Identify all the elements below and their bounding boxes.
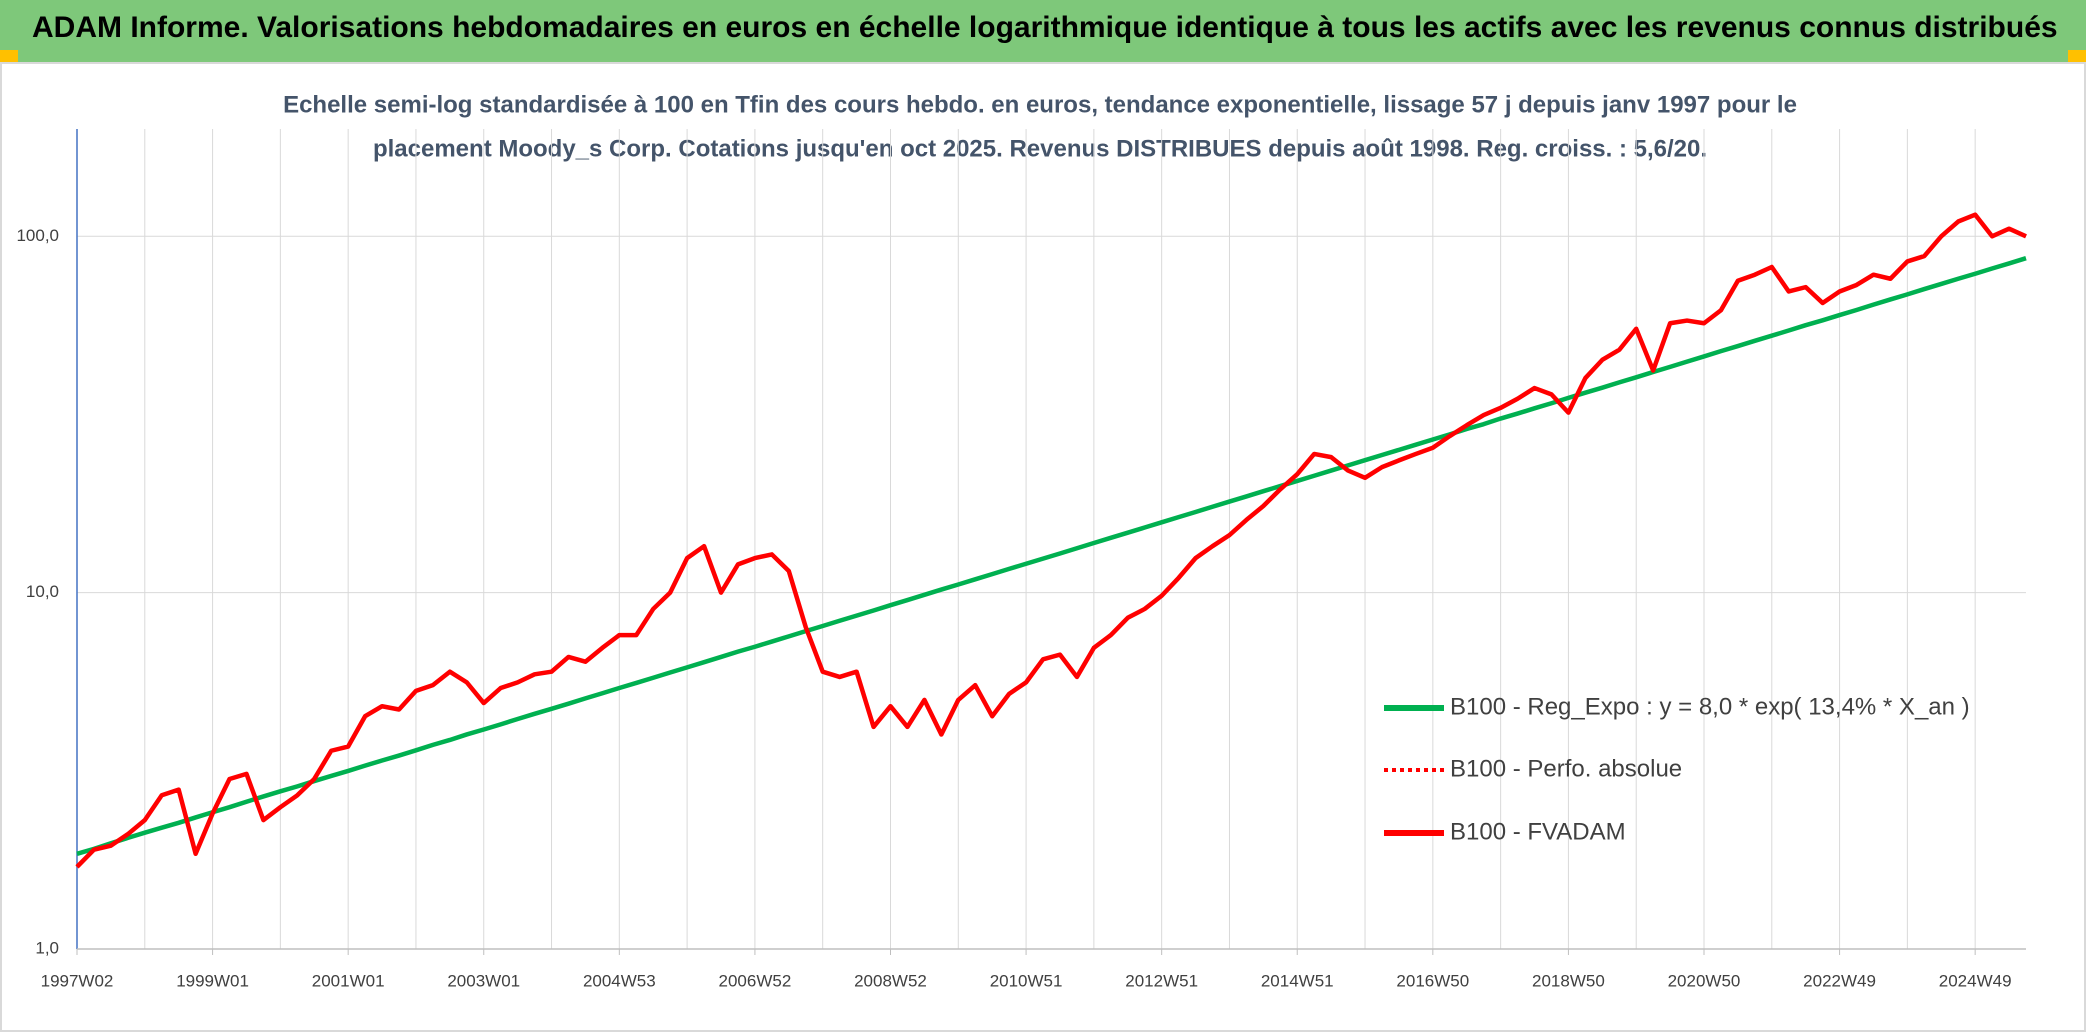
legend-label: B100 - Perfo. absolue xyxy=(1450,755,1682,782)
x-tick-label: 2020W50 xyxy=(1668,971,1741,990)
corner xyxy=(0,50,18,62)
corner xyxy=(2068,50,2086,62)
y-tick-label: 10,0 xyxy=(26,582,59,601)
x-tick-label: 2024W49 xyxy=(1939,971,2012,990)
chart-title: ADAM Informe. Valorisations hebdomadaire… xyxy=(32,11,2058,44)
subtitle: placement Moody_s Corp. Cotations jusqu'… xyxy=(373,135,1707,162)
x-tick-label: 2016W50 xyxy=(1396,971,1469,990)
subtitle: Echelle semi-log standardisée à 100 en T… xyxy=(283,91,1797,118)
x-tick-label: 1997W02 xyxy=(41,971,114,990)
y-tick-label: 1,0 xyxy=(35,938,59,957)
x-tick-label: 2014W51 xyxy=(1261,971,1334,990)
x-tick-label: 2010W51 xyxy=(990,971,1063,990)
x-tick-label: 2022W49 xyxy=(1803,971,1876,990)
x-tick-label: 2003W01 xyxy=(447,971,520,990)
x-tick-label: 1999W01 xyxy=(176,971,249,990)
x-tick-label: 2012W51 xyxy=(1125,971,1198,990)
series-line xyxy=(75,212,2027,869)
x-tick-label: 2001W01 xyxy=(312,971,385,990)
x-tick-label: 2018W50 xyxy=(1532,971,1605,990)
legend-label: B100 - Reg_Expo : y = 8,0 * exp( 13,4% *… xyxy=(1450,693,1970,720)
title-bar xyxy=(0,0,2086,62)
x-tick-label: 2008W52 xyxy=(854,971,927,990)
x-tick-label: 2006W52 xyxy=(719,971,792,990)
x-tick-label: 2004W53 xyxy=(583,971,656,990)
chart-area xyxy=(0,62,2086,1032)
y-tick-label: 100,0 xyxy=(16,226,59,245)
series-line xyxy=(76,256,2027,856)
legend-label: B100 - FVADAM xyxy=(1450,818,1626,845)
